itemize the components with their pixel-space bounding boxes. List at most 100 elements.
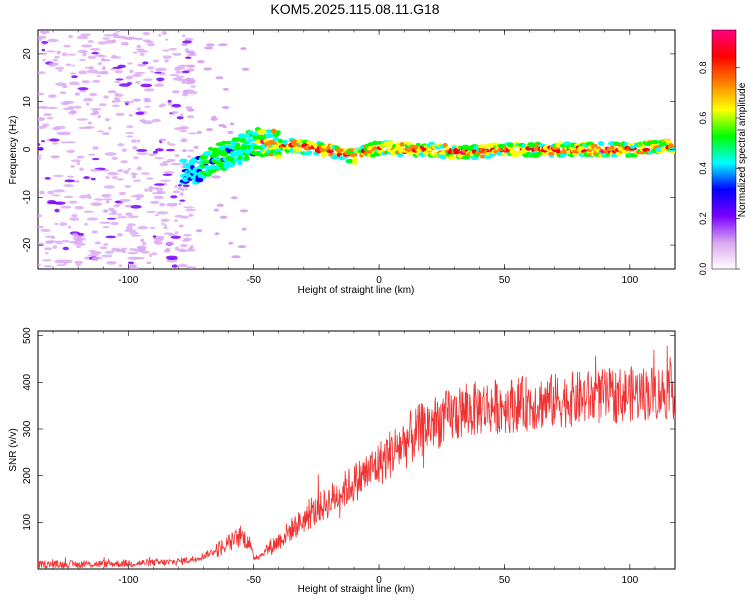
heatmap-cell [38, 225, 44, 229]
heatmap-cell [68, 81, 80, 86]
heatmap-y-tick-label: -20 [22, 237, 33, 252]
heatmap-cell [94, 54, 105, 57]
heatmap-cell [185, 208, 196, 212]
heatmap-cell [151, 252, 158, 256]
heatmap-cell [152, 237, 162, 240]
heatmap-cell [74, 180, 80, 183]
heatmap-cell [66, 149, 76, 154]
heatmap-cell [41, 31, 46, 35]
heatmap-cell [125, 132, 135, 135]
heatmap-cell [130, 234, 142, 237]
heatmap-cell [182, 40, 192, 44]
heatmap-cell [477, 144, 485, 149]
heatmap-cell [180, 244, 188, 248]
heatmap-cell [44, 176, 51, 180]
heatmap-cell [188, 213, 194, 217]
heatmap-cell [136, 152, 149, 155]
heatmap-cell [47, 200, 57, 204]
heatmap-cell [179, 158, 188, 163]
heatmap-cell [71, 213, 78, 218]
snr-panel: -100 -50 0 50 100 100 200 300 400 500 Height of … [8, 327, 676, 595]
snr-series-line [38, 345, 675, 569]
heatmap-cell [149, 253, 153, 258]
heatmap-cell [46, 240, 58, 244]
heatmap-cell [55, 240, 63, 245]
heatmap-cell [165, 38, 169, 41]
heatmap-cell [89, 92, 98, 97]
heatmap-cell [237, 149, 243, 154]
heatmap-cell [48, 62, 59, 67]
heatmap-cell [51, 156, 60, 159]
heatmap-cell [116, 216, 128, 219]
heatmap-cell [218, 123, 226, 127]
heatmap-cell [165, 241, 175, 246]
heatmap-cell [80, 44, 93, 48]
heatmap-cell [104, 40, 116, 44]
heatmap-cell [154, 214, 160, 217]
heatmap-cell [146, 177, 154, 180]
colorbar-bar [711, 29, 737, 270]
heatmap-cell [55, 82, 67, 87]
heatmap-cell [118, 264, 123, 268]
heatmap-cell [40, 140, 46, 143]
heatmap-cell [43, 265, 53, 268]
heatmap-cell [177, 263, 189, 268]
heatmap-cell [161, 222, 165, 226]
heatmap-cell [115, 112, 125, 117]
heatmap-cell [136, 166, 142, 171]
heatmap-cell [163, 226, 168, 230]
heatmap-cell [221, 105, 230, 109]
heatmap-cell [239, 138, 245, 143]
colorbar: 0.0 0.2 0.4 0.6 0.8 Normalized spectral ampl… [698, 29, 748, 275]
heatmap-cell [132, 174, 136, 179]
heatmap-cell [66, 53, 77, 56]
heatmap-cell [49, 138, 60, 142]
heatmap-cell [187, 132, 198, 135]
heatmap-cell [114, 92, 120, 97]
heatmap-cell [291, 142, 297, 147]
heatmap-cell [168, 47, 178, 51]
heatmap-cell [103, 198, 113, 201]
heatmap-cell [112, 66, 122, 70]
heatmap-cell [135, 197, 142, 201]
snr-x-axis-label: Height of straight line (km) [298, 584, 415, 595]
heatmap-cell [181, 80, 186, 85]
heatmap-cell [127, 168, 131, 171]
snr-plot-area [37, 330, 676, 570]
heatmap-cell [159, 202, 166, 207]
heatmap-cell [135, 80, 141, 84]
heatmap-cell [114, 69, 123, 74]
heatmap-cell [184, 187, 188, 191]
heatmap-cell [107, 171, 119, 176]
heatmap-cell [62, 107, 75, 111]
heatmap-cell [106, 217, 117, 220]
heatmap-cell [241, 227, 247, 231]
snr-x-tick-label: -100 [118, 575, 138, 586]
heatmap-cell [53, 56, 61, 59]
heatmap-cell [52, 174, 64, 178]
heatmap-cell [75, 235, 86, 238]
heatmap-cell [399, 142, 406, 147]
heatmap-cell [61, 52, 68, 57]
heatmap-cell [125, 212, 133, 217]
heatmap-cell [211, 175, 221, 179]
heatmap-cell [272, 144, 280, 150]
heatmap-cell [68, 200, 78, 204]
heatmap-cell [45, 235, 56, 239]
heatmap-cell [217, 43, 228, 47]
heatmap-cell [167, 233, 176, 237]
heatmap-cell [164, 224, 168, 227]
heatmap-cell [372, 140, 379, 146]
heatmap-cell [101, 132, 110, 136]
heatmap-cell [211, 115, 217, 119]
heatmap-cell [150, 200, 160, 204]
heatmap-cell [127, 256, 139, 260]
heatmap-cell [176, 75, 185, 78]
heatmap-cell [146, 43, 156, 47]
heatmap-cell [163, 249, 171, 253]
heatmap-cell [131, 139, 137, 143]
heatmap-cell [577, 145, 584, 151]
heatmap-cell [104, 118, 111, 122]
